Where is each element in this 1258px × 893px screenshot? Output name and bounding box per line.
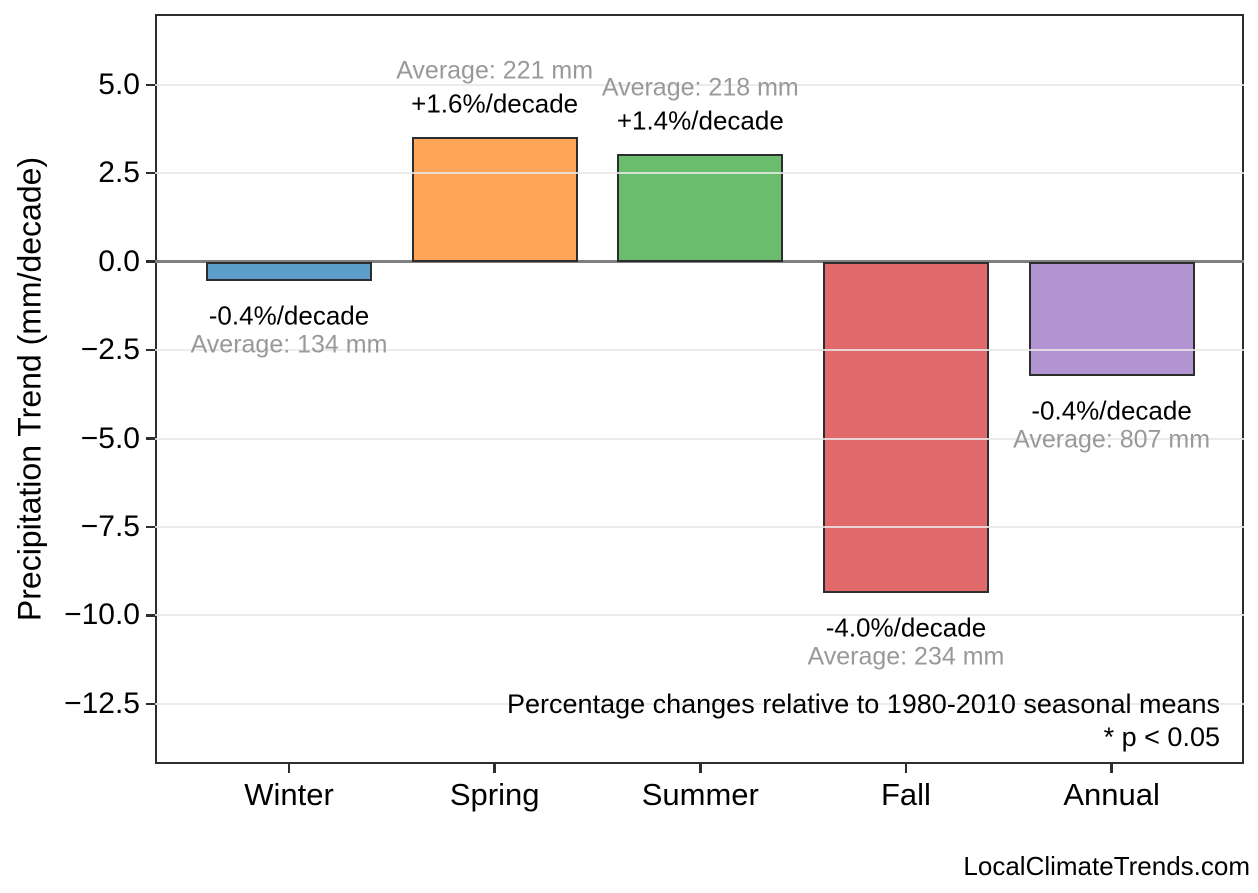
gridline bbox=[155, 83, 1244, 86]
x-tick-mark bbox=[1110, 764, 1113, 773]
x-tick-mark bbox=[287, 764, 291, 773]
bar-avg-label-fall: Average: 234 mm bbox=[807, 642, 1005, 671]
x-tick-label-spring: Spring bbox=[449, 777, 540, 812]
gridline bbox=[155, 437, 1244, 440]
x-tick-label-winter: Winter bbox=[244, 777, 334, 812]
y-tick-mark bbox=[146, 83, 155, 86]
y-tick-mark bbox=[146, 348, 155, 352]
gridline bbox=[155, 702, 1244, 705]
x-tick-label-fall: Fall bbox=[880, 777, 931, 812]
y-tick-label: 0.0 bbox=[98, 244, 140, 278]
zero-line bbox=[155, 260, 1244, 263]
y-tick-label: 5.0 bbox=[98, 67, 140, 101]
y-tick-label: −7.5 bbox=[80, 509, 140, 543]
y-tick-label: −5.0 bbox=[80, 421, 140, 455]
bar-pct-label-summer: +1.4%/decade bbox=[616, 105, 784, 136]
bar-pct-label-winter: -0.4%/decade bbox=[208, 300, 370, 331]
x-tick-label-summer: Summer bbox=[641, 777, 759, 812]
watermark: LocalClimateTrends.com bbox=[963, 851, 1250, 881]
bar-avg-label-winter: Average: 134 mm bbox=[190, 330, 388, 359]
y-tick-label: 2.5 bbox=[98, 156, 140, 190]
bar-fall bbox=[822, 261, 989, 593]
y-tick-mark bbox=[146, 702, 155, 706]
bar-annual bbox=[1028, 261, 1195, 376]
x-tick-mark bbox=[904, 764, 908, 773]
y-tick-label: −10.0 bbox=[64, 598, 140, 632]
footnote: Percentage changes relative to 1980-2010… bbox=[507, 688, 1220, 754]
y-tick-mark bbox=[146, 614, 155, 617]
y-tick-mark bbox=[146, 260, 155, 263]
y-tick-label: −2.5 bbox=[80, 333, 140, 367]
bar-avg-label-spring: Average: 221 mm bbox=[396, 56, 594, 85]
y-axis-title: Precipitation Trend (mm/decade) bbox=[11, 156, 48, 622]
bar-spring bbox=[411, 136, 578, 262]
gridline bbox=[155, 172, 1244, 175]
x-tick-mark bbox=[699, 764, 702, 773]
footnote-line-2: * p < 0.05 bbox=[1103, 722, 1220, 752]
y-tick-mark bbox=[146, 525, 155, 529]
bar-pct-label-fall: -4.0%/decade bbox=[825, 612, 987, 643]
bar-pct-label-annual: -0.4%/decade bbox=[1031, 395, 1192, 426]
gridline bbox=[155, 525, 1244, 528]
x-tick-mark bbox=[493, 764, 496, 773]
y-tick-label: −12.5 bbox=[64, 686, 140, 720]
gridline bbox=[155, 349, 1244, 352]
bar-summer bbox=[617, 153, 784, 262]
bar-pct-label-spring: +1.6%/decade bbox=[411, 88, 579, 119]
plot-area bbox=[155, 14, 1244, 764]
bar-avg-label-annual: Average: 807 mm bbox=[1013, 425, 1211, 454]
bar-avg-label-summer: Average: 218 mm bbox=[601, 73, 799, 102]
footnote-line-1: Percentage changes relative to 1980-2010… bbox=[507, 689, 1220, 719]
bar-winter bbox=[206, 261, 372, 281]
gridline bbox=[155, 614, 1244, 617]
x-tick-label-annual: Annual bbox=[1063, 777, 1160, 812]
y-tick-mark bbox=[146, 437, 155, 440]
y-tick-mark bbox=[146, 171, 155, 175]
